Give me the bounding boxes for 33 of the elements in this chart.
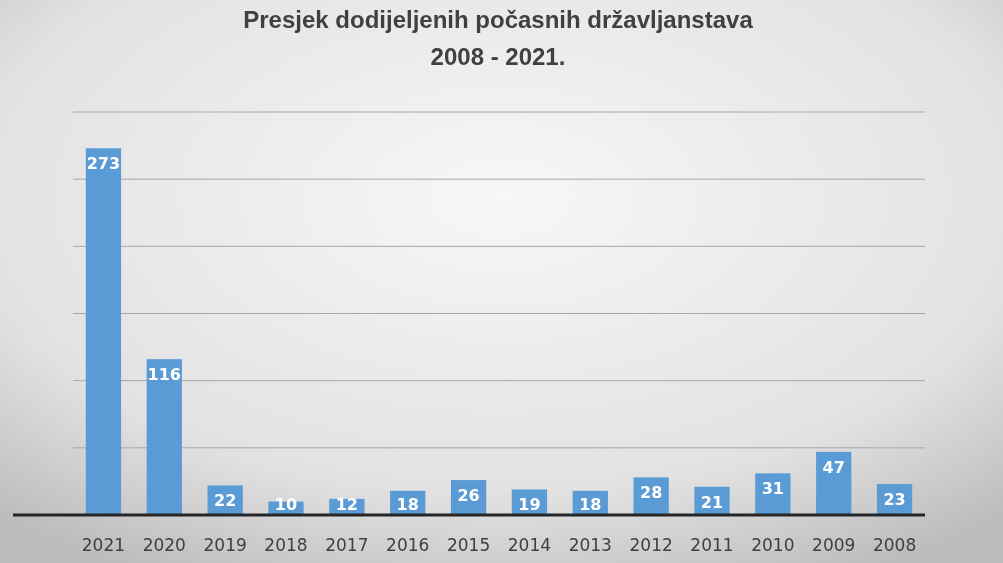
x-tick-label: 2010 [751, 535, 795, 555]
data-label: 21 [700, 492, 724, 512]
data-label: 10 [274, 495, 298, 514]
data-label: 47 [822, 457, 845, 477]
bar [85, 148, 122, 515]
chart-title: Presjek dodijeljenih počasnih državljanstava 2008 - 2021. [243, 6, 754, 70]
data-label: 18 [579, 495, 602, 514]
x-tick-label: 2014 [507, 535, 552, 555]
x-tick-label: 2011 [690, 535, 734, 555]
x-tick-label: 2017 [325, 535, 369, 555]
data-label: 28 [640, 483, 663, 503]
data-label: 23 [883, 490, 906, 510]
data-label: 116 [147, 365, 181, 385]
x-tick-label: 2016 [386, 535, 430, 555]
data-label: 26 [457, 486, 480, 506]
data-label: 22 [214, 491, 237, 511]
x-tick-label: 2015 [446, 535, 491, 555]
x-tick-label: 2012 [629, 535, 673, 555]
data-label: 18 [396, 495, 419, 514]
data-label: 19 [518, 495, 541, 514]
x-tick-label: 2019 [203, 535, 247, 555]
x-tick-label: 2013 [568, 535, 612, 555]
bar [816, 451, 852, 515]
data-label: 273 [86, 154, 121, 174]
x-tick-label: 2008 [872, 535, 917, 555]
bar [146, 359, 182, 515]
x-tick-label: 2018 [264, 535, 308, 555]
x-tick-label: 2009 [812, 535, 856, 555]
x-tick-label: 2021 [81, 535, 126, 555]
bar [755, 473, 791, 515]
data-label: 31 [761, 479, 784, 499]
x-tick-label: 2020 [142, 535, 186, 555]
data-label: 12 [335, 495, 358, 514]
